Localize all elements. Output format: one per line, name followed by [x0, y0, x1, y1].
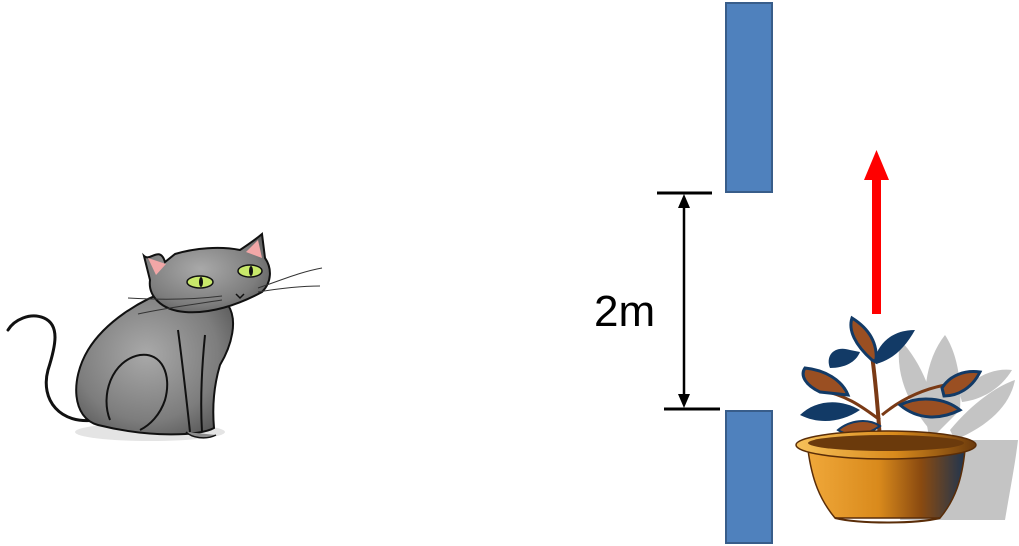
upper-barrier [725, 2, 773, 193]
lower-barrier [725, 410, 773, 544]
arrow-up-icon [864, 150, 889, 314]
gap-dimension-marker [657, 191, 720, 411]
gap-distance-label: 2m [594, 287, 655, 336]
cat-icon [6, 232, 323, 441]
potted-plant-icon [795, 315, 1018, 524]
